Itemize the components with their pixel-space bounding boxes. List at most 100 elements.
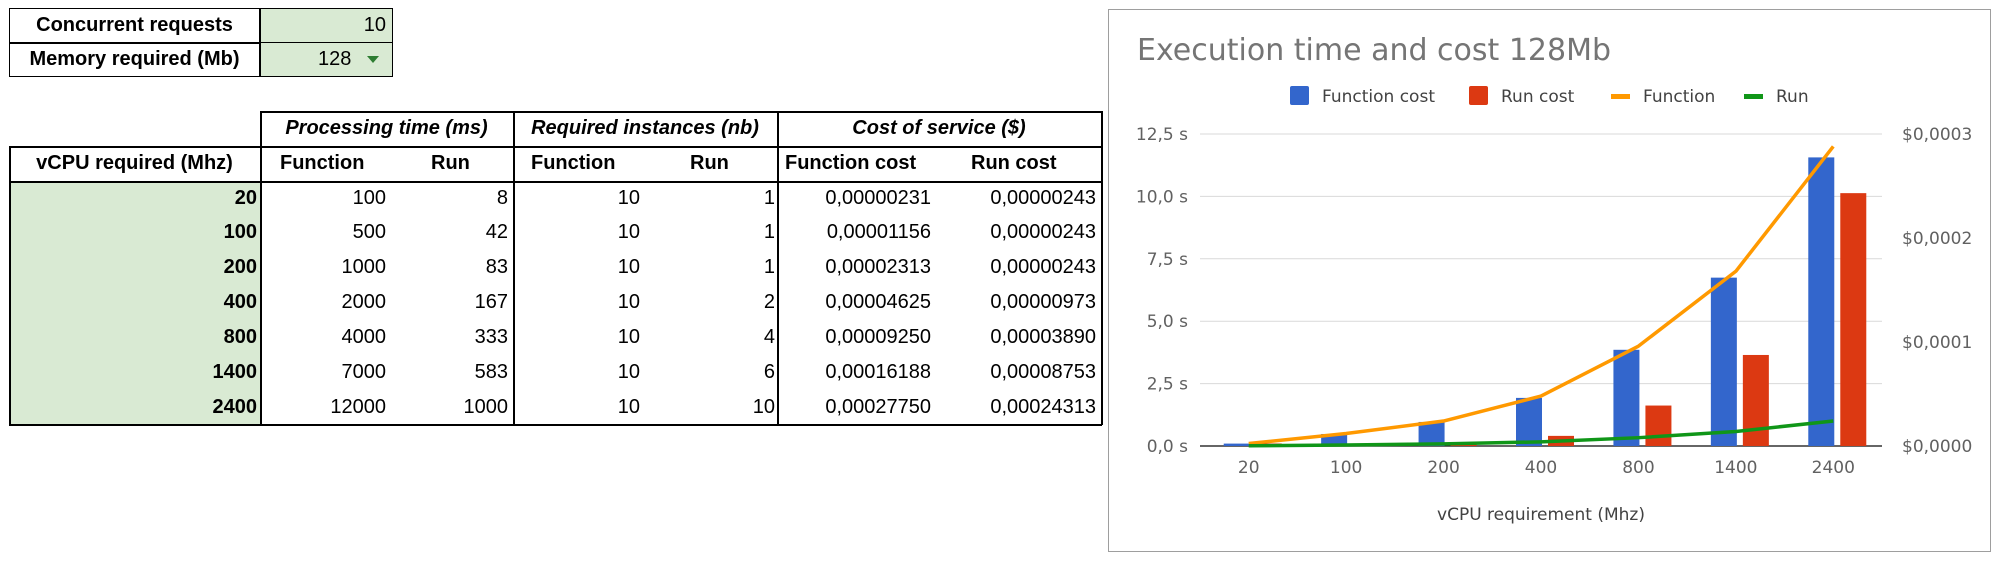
y-right-tick-label: $0,0002 — [1902, 229, 1972, 249]
table-group-divider — [513, 111, 515, 425]
table-group-divider — [777, 111, 779, 425]
table-cell: 0,00000231 — [825, 187, 931, 209]
table-cell: 0,00003890 — [990, 326, 1096, 348]
table-bottom-border — [9, 424, 1102, 426]
table-cell: 167 — [474, 291, 508, 313]
table-cell: 0,00016188 — [825, 361, 931, 383]
vcpu-cell: 400 — [223, 291, 257, 313]
y-left-tick-label: 12,5 s — [1136, 125, 1188, 145]
memory-required-value: 128 — [318, 48, 352, 70]
sub-header: Function cost — [785, 152, 917, 174]
y-left-tick-label: 2,5 s — [1147, 375, 1188, 395]
legend-swatch — [1290, 86, 1309, 105]
table-cell: 0,00004625 — [825, 291, 931, 313]
legend-label: Run — [1776, 87, 1809, 107]
vcpu-cell: 100 — [223, 221, 257, 243]
table-cell: 4000 — [341, 326, 387, 348]
sub-header: Run — [431, 152, 470, 174]
sub-header: Function — [280, 152, 365, 174]
table-subheader-border — [9, 181, 1102, 183]
table-cell: 0,00027750 — [825, 396, 931, 418]
bar-run-cost — [1840, 193, 1867, 446]
memory-required-label: Memory required (Mb) — [29, 48, 240, 70]
table-cell: 0,00009250 — [825, 326, 931, 348]
vcpu-cell: 200 — [223, 256, 257, 278]
table-cell: 83 — [485, 256, 508, 278]
bar-run-cost — [1645, 405, 1672, 446]
table-cell: 10 — [617, 187, 640, 209]
table-cell: 1 — [763, 221, 775, 243]
vcpu-cell: 800 — [223, 326, 257, 348]
legend-line-swatch — [1611, 94, 1630, 99]
sub-header: Function — [531, 152, 616, 174]
table-cell: 1000 — [463, 396, 509, 418]
x-tick-label: 2400 — [1812, 458, 1855, 478]
table-cell: 10 — [617, 326, 640, 348]
concurrent-requests-input[interactable]: 10 — [261, 9, 392, 42]
table-top-border — [260, 111, 1102, 113]
table-cell: 583 — [474, 361, 508, 383]
dropdown-arrow-icon[interactable] — [367, 56, 379, 63]
params-row-divider — [9, 42, 393, 44]
legend-swatch — [1469, 86, 1488, 105]
vcpu-column-header: vCPU required (Mhz) — [36, 152, 233, 174]
table-cell: 2000 — [341, 291, 387, 313]
table-cell: 2 — [763, 291, 775, 313]
group-header: Required instances (nb) — [531, 117, 759, 139]
memory-required-dropdown[interactable]: 128 — [261, 43, 392, 76]
y-left-tick-label: 7,5 s — [1147, 250, 1188, 270]
table-cell: 8 — [496, 187, 508, 209]
x-tick-label: 200 — [1427, 458, 1459, 478]
table-cell: 42 — [485, 221, 508, 243]
table-cell: 1 — [763, 256, 775, 278]
sub-header: Run — [690, 152, 729, 174]
y-left-tick-label: 10,0 s — [1136, 187, 1188, 207]
table-left-border — [9, 146, 11, 424]
x-axis-label: vCPU requirement (Mhz) — [1437, 505, 1645, 525]
y-left-tick-label: 0,0 s — [1147, 437, 1188, 457]
table-cell: 10 — [617, 291, 640, 313]
legend-label: Run cost — [1501, 87, 1575, 107]
y-right-tick-label: $0,0003 — [1902, 125, 1972, 145]
table-cell: 0,00000243 — [990, 256, 1096, 278]
table-cell: 10 — [752, 396, 775, 418]
legend-line-swatch — [1744, 94, 1763, 99]
vcpu-column-bg — [9, 181, 260, 424]
table-cell: 0,00000243 — [990, 221, 1096, 243]
bar-function-cost — [1613, 349, 1640, 446]
table-cell: 0,00002313 — [825, 256, 931, 278]
table-cell: 12000 — [330, 396, 386, 418]
line-run-time — [1248, 419, 1834, 448]
group-header: Cost of service ($) — [852, 117, 1026, 139]
table-cell: 0,00001156 — [826, 221, 931, 243]
legend-label: Function cost — [1322, 87, 1435, 107]
y-right-tick-label: $0,0000 — [1902, 437, 1972, 457]
x-tick-label: 100 — [1330, 458, 1362, 478]
execution-time-cost-chart[interactable]: Execution time and cost 128Mb Function co… — [1109, 10, 1989, 550]
bar-function-cost — [1516, 397, 1542, 446]
table-cell: 333 — [474, 326, 508, 348]
table-cell: 0,00024313 — [990, 396, 1096, 418]
y-left-tick-label: 5,0 s — [1147, 312, 1188, 332]
x-tick-label: 1400 — [1714, 458, 1757, 478]
x-tick-label: 400 — [1525, 458, 1557, 478]
vcpu-cell: 1400 — [212, 361, 258, 383]
table-group-divider — [260, 111, 262, 425]
table-group-divider — [1101, 111, 1103, 425]
chart-panel[interactable]: Execution time and cost 128Mb Function co… — [1108, 9, 1991, 552]
table-header-border — [9, 146, 1102, 148]
table-cell: 10 — [617, 396, 640, 418]
table-cell: 100 — [352, 187, 386, 209]
x-tick-label: 800 — [1622, 458, 1654, 478]
sub-header: Run cost — [971, 152, 1057, 174]
vcpu-cell: 2400 — [212, 396, 258, 418]
table-cell: 1 — [763, 187, 775, 209]
bar-run-cost — [1742, 354, 1769, 446]
y-right-tick-label: $0,0001 — [1902, 333, 1972, 353]
vcpu-cell: 20 — [234, 187, 257, 209]
table-cell: 10 — [617, 221, 640, 243]
bar-function-cost — [1710, 277, 1737, 446]
x-tick-label: 20 — [1238, 458, 1260, 478]
table-cell: 10 — [617, 361, 640, 383]
concurrent-requests-label: Concurrent requests — [36, 14, 233, 36]
